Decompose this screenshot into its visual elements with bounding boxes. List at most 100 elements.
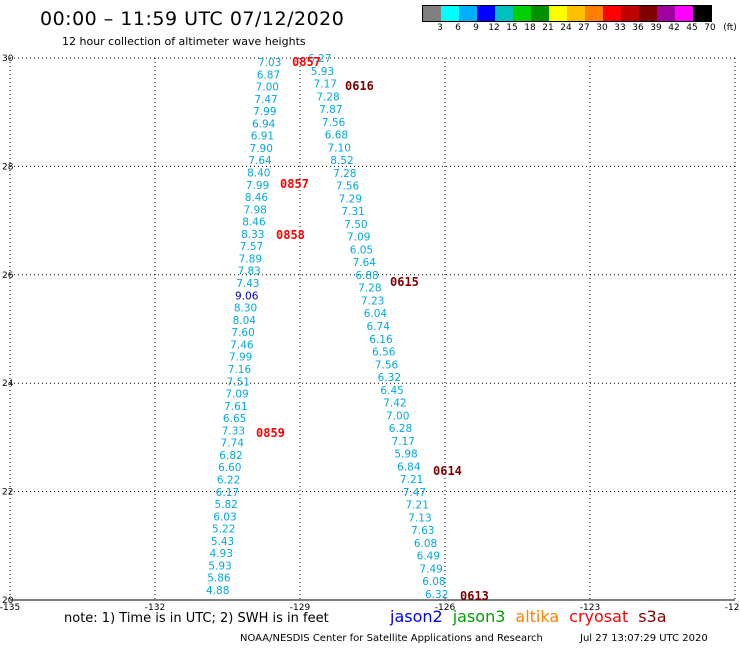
lat-tick-label: 24 (2, 379, 14, 389)
lon-tick-label: -135 (0, 603, 20, 613)
swh-value: 6.05 (350, 244, 373, 256)
swh-value: 7.09 (347, 232, 370, 244)
swh-value: 7.64 (248, 155, 272, 167)
color-scale-label: 42 (668, 23, 680, 33)
swh-value: 7.60 (231, 327, 254, 339)
swh-value: 7.21 (400, 474, 423, 486)
satellite-legend: jason2 jason3 altika cryosat s3a (390, 607, 677, 626)
swh-value: 5.93 (311, 66, 334, 78)
color-swatch (603, 6, 621, 21)
swh-value: 6.22 (217, 474, 240, 486)
swh-value: 7.56 (336, 181, 360, 193)
color-scale-label: 39 (650, 23, 662, 33)
swh-value: 7.89 (239, 253, 262, 265)
swh-value: 7.98 (243, 204, 266, 216)
swh-value: 7.74 (221, 438, 245, 450)
swh-value: 7.64 (353, 257, 377, 269)
page-title: 00:00 – 11:59 UTC 07/12/2020 (40, 8, 345, 30)
color-swatch (657, 6, 675, 21)
swh-value: 6.91 (251, 131, 274, 143)
color-swatch (531, 6, 549, 21)
swh-value: 8.52 (330, 155, 353, 167)
swh-value: 7.28 (358, 283, 381, 295)
swh-value: 7.09 (225, 389, 248, 401)
swh-value: 7.99 (253, 106, 276, 118)
pass-time-label: 0857 (280, 177, 309, 191)
color-scale-label: 36 (632, 23, 644, 33)
satellite-legend-item: jason2 (390, 607, 443, 626)
color-scale-label: 3 (437, 23, 443, 33)
swh-value: 8.46 (242, 217, 266, 229)
swh-value: 7.57 (240, 241, 263, 253)
swh-value: 6.27 (308, 53, 331, 65)
swh-value: 6.28 (389, 423, 412, 435)
swh-value: 7.31 (341, 206, 364, 218)
swh-value: 7.90 (250, 143, 273, 155)
satellite-legend-item: jason3 (452, 607, 506, 626)
pass-time-label: 0859 (256, 426, 285, 440)
color-swatch (639, 6, 657, 21)
swh-value: 7.03 (258, 57, 281, 69)
swh-value: 7.56 (322, 117, 346, 129)
swh-value: 7.51 (227, 376, 250, 388)
swh-value: 8.46 (245, 192, 269, 204)
swh-value: 6.74 (367, 321, 391, 333)
color-swatch (459, 6, 477, 21)
swh-value: 7.99 (229, 352, 252, 364)
color-swatch (495, 6, 513, 21)
map-grid (9, 57, 736, 601)
color-swatch (477, 6, 495, 21)
pass-time-label: 0613 (460, 589, 489, 603)
swh-value: 7.42 (383, 398, 406, 410)
color-swatch (621, 6, 639, 21)
lon-tick-label: -132 (145, 603, 165, 613)
swh-value: 7.56 (375, 359, 399, 371)
lat-tick-label: 26 (2, 271, 14, 281)
color-scale-label: 45 (686, 23, 698, 33)
swh-value: 7.29 (339, 193, 362, 205)
swh-value: 7.33 (222, 425, 245, 437)
swh-value: 7.28 (333, 168, 356, 180)
axis-labels: -135 -132 -129 -126 -123 -120 30 28 26 24 22 20 (0, 54, 740, 613)
swh-value: 9.06 (235, 290, 259, 302)
swh-value: 7.00 (386, 410, 409, 422)
swh-value: 7.23 (361, 295, 384, 307)
pass-time-labels: 0857 0616 0857 0858 0615 0859 0614 0613 (256, 55, 489, 603)
swh-value: 6.65 (223, 413, 246, 425)
page-subtitle: 12 hour collection of altimeter wave hei… (62, 35, 306, 48)
color-scale-bar (422, 5, 712, 22)
swh-value: 7.00 (256, 82, 279, 94)
color-scale-label: 12 (488, 23, 500, 33)
swh-value: 7.43 (236, 278, 259, 290)
color-scale-label: 27 (578, 23, 590, 33)
swh-value: 5.22 (212, 524, 235, 536)
swh-value: 6.68 (325, 130, 348, 142)
pass-time-label: 0858 (276, 228, 305, 242)
swh-value: 6.60 (218, 462, 241, 474)
swh-value: 8.04 (233, 315, 257, 327)
swh-value: 7.87 (319, 104, 342, 116)
swh-value: 7.10 (328, 142, 351, 154)
color-scale-label: 30 (596, 23, 608, 33)
swh-value: 6.82 (219, 450, 242, 462)
swh-track-west: 7.036.877.007.477.996.946.917.907.648.40… (206, 57, 281, 597)
generated-timestamp: Jul 27 13:07:29 UTC 2020 (580, 633, 708, 644)
color-scale-label: 24 (560, 23, 572, 33)
color-scale-label: 33 (614, 23, 626, 33)
swh-value: 7.17 (314, 79, 337, 91)
swh-value: 7.16 (228, 364, 252, 376)
color-scale-label: 6 (455, 23, 461, 33)
swh-value: 7.17 (392, 436, 415, 448)
swh-value: 7.13 (408, 512, 431, 524)
color-scale-label: 21 (542, 23, 554, 33)
lat-tick-label: 22 (2, 488, 13, 498)
lon-tick-label: -123 (580, 603, 600, 613)
swh-value: 7.63 (411, 525, 434, 537)
swh-value: 7.83 (237, 266, 260, 278)
color-swatch (441, 6, 459, 21)
color-swatch (693, 6, 711, 21)
swh-value: 6.56 (372, 347, 396, 359)
lat-tick-label: 30 (2, 54, 14, 64)
swh-value: 4.93 (210, 548, 233, 560)
swh-track-east: 6.275.937.177.287.877.566.687.108.527.28… (308, 53, 448, 601)
